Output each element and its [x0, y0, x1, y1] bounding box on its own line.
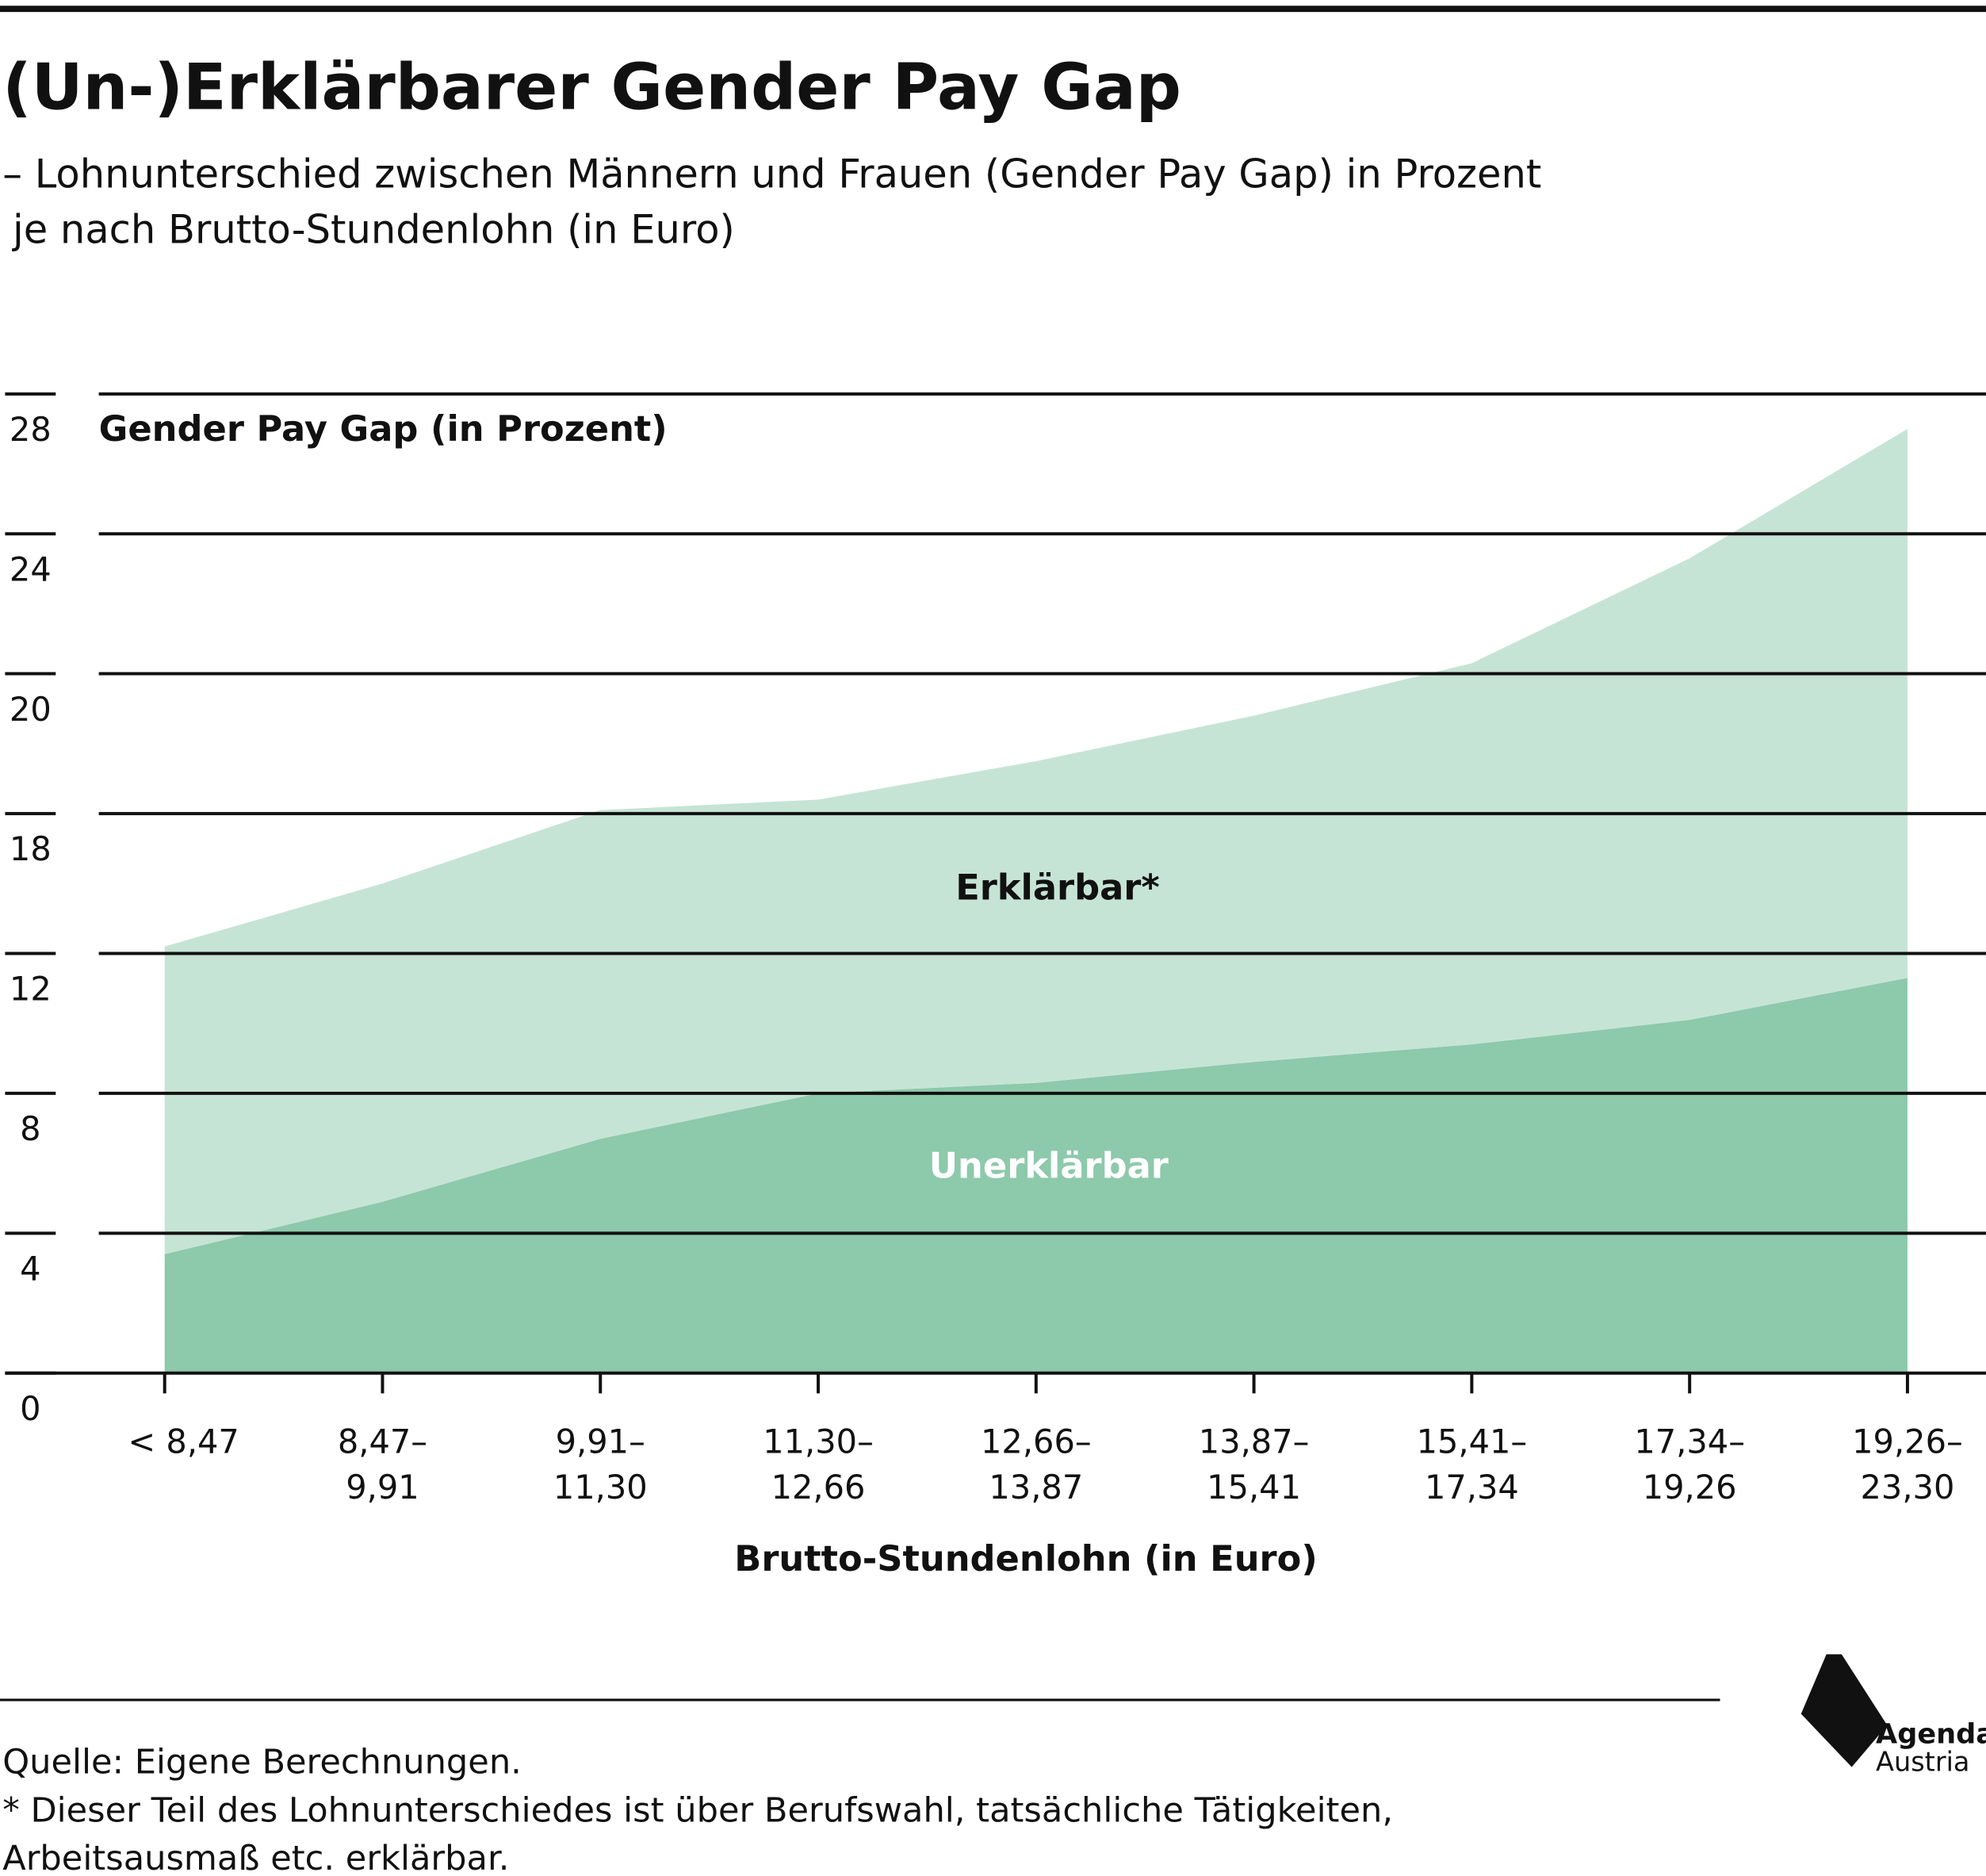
plot: 0 4 8 12 18 20 24 28 < 8,47 8,47– 9,91 9,91– 11,30 11… [5, 392, 1986, 1507]
series-label: Unerklärbar [929, 1145, 1169, 1187]
y-tick-label: 20 [10, 690, 52, 729]
x-tick-label: 23,30 [1861, 1468, 1955, 1507]
x-tick-label: 19,26– [1852, 1422, 1963, 1461]
area [164, 428, 1908, 1254]
x-tick-label: 15,41 [1207, 1468, 1301, 1507]
x-tick-label: 9,91 [346, 1468, 419, 1507]
area [164, 978, 1908, 1373]
logo-mark [1800, 1654, 1888, 1767]
y-tick-label: 8 [20, 1109, 40, 1148]
x-tick-label: 11,30– [763, 1422, 874, 1461]
x-tick-label: 12,66– [981, 1422, 1092, 1461]
x-tick-label: 13,87 [989, 1468, 1083, 1507]
x-tick-label: 17,34– [1634, 1422, 1745, 1461]
x-tick-label: 12,66 [771, 1468, 866, 1507]
logo-text: Austria [1876, 1746, 1969, 1777]
chart-title: (Un-)Erklärbarer Gender Pay Gap [2, 50, 1181, 124]
x-tick-label: 8,47– [338, 1422, 427, 1461]
x-tick-label: 9,91– [556, 1422, 645, 1461]
source: Quelle: Eigene Berechnungen. [2, 1743, 522, 1782]
x-axis-label: Brutto-Stundenlohn (in Euro) [734, 1537, 1318, 1579]
x-tick-label: 15,41– [1417, 1422, 1528, 1461]
footnote: Arbeitsausmaß etc. erklärbar. [2, 1839, 509, 1876]
y-tick-label: 24 [10, 549, 52, 588]
x-tick-label: 19,26 [1643, 1468, 1737, 1507]
x-tick-label: 13,87– [1199, 1422, 1310, 1461]
y-tick-label: 18 [10, 829, 52, 868]
y-tick-label: 12 [10, 970, 52, 1009]
y-axis-label: Gender Pay Gap (in Prozent) [99, 408, 668, 450]
subtitle: – Lohnunterschied zwischen Männern und F… [2, 151, 1541, 197]
series-label: Erklärbar* [955, 866, 1160, 908]
y-tick-label: 4 [20, 1249, 40, 1288]
x-tick-label: 11,30 [553, 1468, 648, 1507]
y-tick-label: 28 [10, 410, 52, 449]
footnote: * Dieser Teil des Lohnunterschiedes ist … [2, 1790, 1393, 1830]
subtitle: je nach Brutto-Stundenlohn (in Euro) [12, 207, 735, 253]
logo-text: Agenda [1876, 1717, 1986, 1750]
x-tick-label: < 8,47 [128, 1422, 239, 1461]
y-tick-label: 0 [20, 1389, 40, 1428]
x-tick-label: 17,34 [1425, 1468, 1519, 1507]
